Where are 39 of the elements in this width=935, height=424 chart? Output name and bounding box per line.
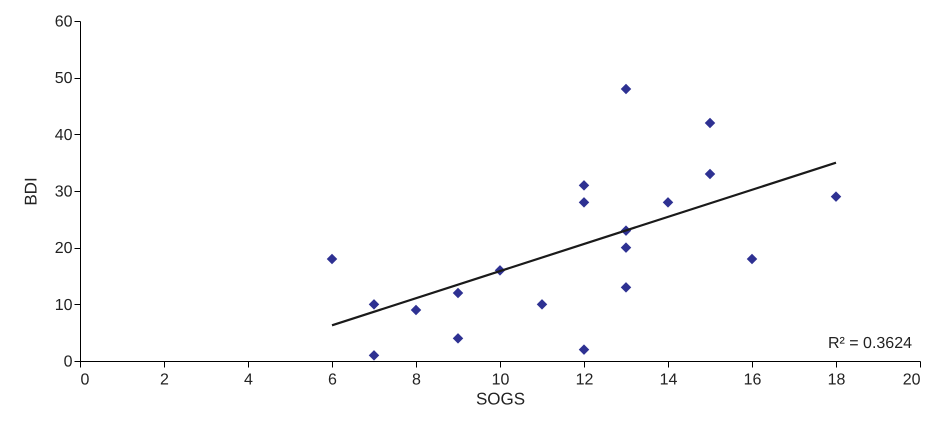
point [704,168,716,180]
x-tick-label: 10 [492,372,510,388]
x-tick-label: 12 [576,372,594,388]
x-tick-label: 18 [828,372,846,388]
point [578,344,590,355]
point [620,242,632,253]
y-axis-title: BDI [22,177,41,206]
x-tick-label: 20 [902,372,921,388]
x-tick-label: 14 [660,372,678,388]
x-axis-title: SOGS [476,390,526,408]
x-tick-label: 2 [160,372,170,388]
point [578,180,590,191]
x-tick-label: 8 [412,372,422,388]
point [620,84,632,94]
point [368,299,380,310]
y-tick-label: 20 [54,240,73,258]
point [410,304,422,316]
x-tick-label: 0 [80,372,90,388]
y-tick-label: 10 [54,296,73,314]
y-tick-label: 40 [54,126,73,144]
y-tick-label: 30 [54,184,73,200]
point [368,350,380,361]
point [452,288,464,298]
point [620,282,632,293]
x-tick-label: 4 [244,372,254,388]
point [536,299,548,310]
x-tick-label: 16 [744,372,762,388]
y-tick-label: 60 [54,14,73,30]
point [326,254,338,264]
annotation: R² = 0.3624 [828,335,912,352]
point [578,197,590,208]
point [452,333,464,344]
y-tick-label: 0 [64,354,73,370]
point [704,118,716,128]
point [830,191,842,202]
point [746,254,758,264]
point [662,197,674,208]
x-tick-label: 6 [328,372,338,388]
y-tick-label: 50 [54,70,73,88]
